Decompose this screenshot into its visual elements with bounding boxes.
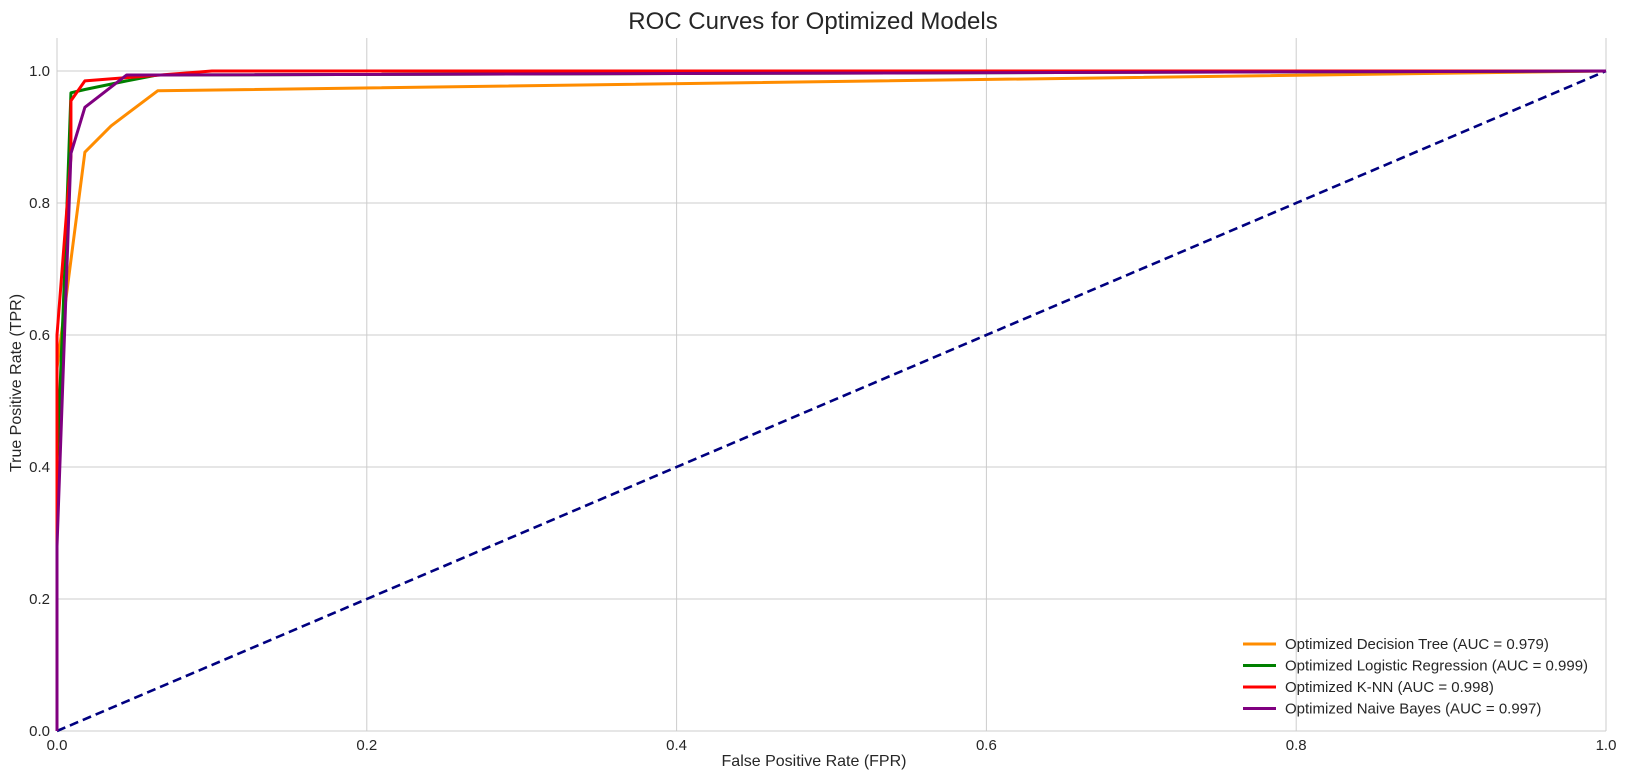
y-tick-label: 0.8 <box>29 195 50 212</box>
roc-curve-4 <box>55 69 1607 731</box>
series-lines <box>55 69 1607 731</box>
tick-labels: 0.0 0.2 0.4 0.6 0.8 1.0 0.0 0.2 0.4 0.6 0.8 1.0 <box>29 63 1616 754</box>
x-tick-label: 0.8 <box>1286 737 1307 754</box>
x-tick-label: 0.6 <box>976 737 997 754</box>
x-tick-label: 0.2 <box>356 737 377 754</box>
legend: Optimized Decision Tree (AUC = 0.979) Opt… <box>1243 636 1588 718</box>
chart-title: ROC Curves for Optimized Models <box>628 8 997 35</box>
legend-label: Optimized Decision Tree (AUC = 0.979) <box>1285 636 1549 653</box>
axes <box>56 38 1606 732</box>
grid <box>56 38 1607 732</box>
y-tick-label: 0.2 <box>29 591 50 608</box>
reference-diagonal <box>56 69 1607 733</box>
y-axis-label: True Positive Rate (TPR) <box>8 294 25 472</box>
legend-label: Optimized Logistic Regression (AUC = 0.9… <box>1285 658 1588 675</box>
reference-diagonal-line <box>56 69 1607 733</box>
x-tick-label: 1.0 <box>1596 737 1617 754</box>
legend-label: Optimized K-NN (AUC = 0.998) <box>1285 679 1494 696</box>
x-tick-label: 0.4 <box>666 737 687 754</box>
roc-curve-3 <box>55 69 1606 731</box>
y-tick-label: 0.6 <box>29 327 50 344</box>
y-tick-label: 0.4 <box>29 459 50 476</box>
y-tick-label: 0.0 <box>29 723 50 740</box>
x-axis-label: False Positive Rate (FPR) <box>722 753 907 770</box>
legend-label: Optimized Naive Bayes (AUC = 0.997) <box>1285 701 1541 718</box>
x-tick-label: 0.0 <box>47 737 68 754</box>
y-tick-label: 1.0 <box>29 63 50 80</box>
